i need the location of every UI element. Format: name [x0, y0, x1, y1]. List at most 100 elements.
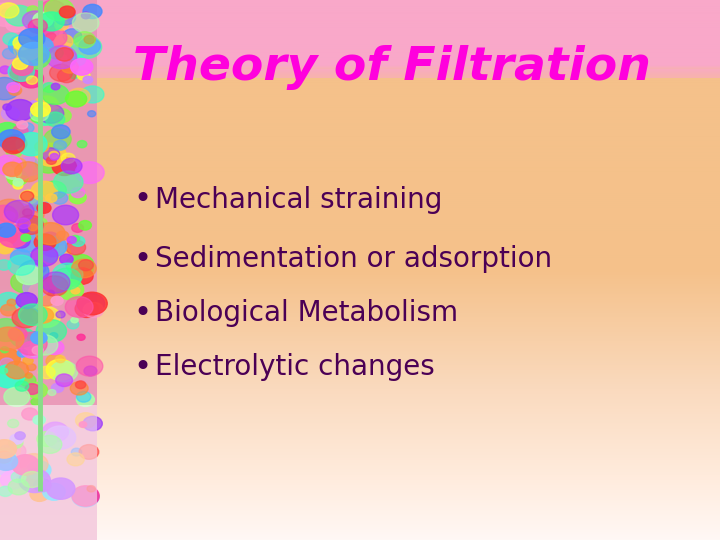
Circle shape: [1, 471, 24, 489]
Circle shape: [31, 102, 50, 117]
Circle shape: [32, 307, 60, 327]
Text: Biological Metabolism: Biological Metabolism: [155, 299, 458, 327]
Circle shape: [32, 36, 46, 46]
Circle shape: [0, 242, 13, 254]
Text: •: •: [133, 245, 151, 274]
Circle shape: [76, 356, 103, 376]
Circle shape: [53, 263, 83, 286]
Circle shape: [73, 32, 95, 48]
Circle shape: [48, 47, 63, 59]
Circle shape: [1, 107, 19, 120]
Circle shape: [27, 332, 42, 343]
Circle shape: [71, 318, 78, 323]
Circle shape: [67, 237, 76, 244]
Circle shape: [71, 448, 81, 456]
Circle shape: [38, 50, 53, 60]
Circle shape: [68, 88, 90, 105]
Circle shape: [4, 387, 30, 407]
Circle shape: [20, 123, 34, 133]
Circle shape: [50, 361, 78, 382]
Circle shape: [20, 454, 48, 475]
Circle shape: [44, 129, 71, 149]
Circle shape: [76, 413, 96, 428]
Circle shape: [34, 204, 46, 213]
Circle shape: [50, 153, 59, 160]
Circle shape: [71, 259, 96, 278]
Circle shape: [17, 121, 28, 129]
Circle shape: [25, 383, 40, 394]
Circle shape: [30, 262, 44, 273]
Circle shape: [4, 200, 34, 222]
Circle shape: [10, 328, 35, 347]
Circle shape: [19, 304, 47, 326]
Circle shape: [10, 64, 34, 83]
Circle shape: [4, 135, 27, 152]
Circle shape: [6, 17, 26, 32]
Circle shape: [84, 36, 95, 44]
Circle shape: [58, 69, 76, 83]
Circle shape: [26, 36, 53, 57]
Circle shape: [12, 308, 39, 328]
Circle shape: [36, 320, 66, 342]
Text: Theory of Filtration: Theory of Filtration: [133, 45, 651, 90]
Circle shape: [7, 170, 28, 186]
Circle shape: [29, 197, 48, 211]
Circle shape: [55, 20, 68, 30]
Circle shape: [17, 266, 42, 285]
Circle shape: [40, 1, 66, 20]
Circle shape: [0, 260, 11, 270]
Circle shape: [52, 246, 71, 260]
Circle shape: [33, 12, 53, 28]
Circle shape: [38, 366, 55, 379]
Circle shape: [79, 444, 99, 460]
Circle shape: [14, 40, 41, 60]
Circle shape: [37, 203, 51, 213]
Circle shape: [1, 347, 9, 353]
Circle shape: [78, 260, 94, 271]
Circle shape: [42, 422, 68, 442]
Circle shape: [71, 235, 80, 241]
Circle shape: [35, 153, 62, 173]
Circle shape: [72, 224, 84, 232]
Circle shape: [19, 69, 43, 88]
Circle shape: [0, 226, 17, 245]
Bar: [0, 405, 97, 540]
Circle shape: [17, 218, 30, 228]
Circle shape: [57, 427, 69, 436]
Circle shape: [50, 333, 58, 339]
Circle shape: [19, 29, 45, 48]
Circle shape: [19, 260, 49, 283]
Circle shape: [55, 355, 66, 363]
Circle shape: [53, 268, 81, 290]
Circle shape: [71, 58, 93, 75]
Circle shape: [0, 205, 18, 226]
Circle shape: [45, 0, 74, 21]
Circle shape: [19, 205, 44, 223]
Circle shape: [58, 55, 67, 62]
Circle shape: [0, 358, 14, 368]
Circle shape: [53, 140, 67, 150]
Circle shape: [76, 381, 86, 389]
Circle shape: [17, 332, 47, 355]
Circle shape: [77, 334, 85, 340]
Circle shape: [14, 161, 41, 182]
Circle shape: [67, 320, 78, 329]
Circle shape: [3, 162, 22, 177]
Circle shape: [0, 319, 21, 341]
Circle shape: [31, 398, 40, 406]
Circle shape: [83, 416, 102, 431]
Circle shape: [56, 311, 65, 318]
Circle shape: [0, 348, 20, 369]
Circle shape: [2, 48, 17, 59]
Circle shape: [42, 232, 58, 244]
Circle shape: [31, 332, 47, 344]
Circle shape: [45, 112, 65, 126]
Circle shape: [50, 64, 73, 82]
Circle shape: [0, 368, 8, 374]
Circle shape: [17, 349, 27, 357]
Circle shape: [20, 190, 38, 204]
Circle shape: [0, 130, 24, 150]
Circle shape: [5, 160, 32, 180]
Circle shape: [48, 389, 56, 395]
Text: Sedimentation or adsorption: Sedimentation or adsorption: [155, 245, 552, 273]
